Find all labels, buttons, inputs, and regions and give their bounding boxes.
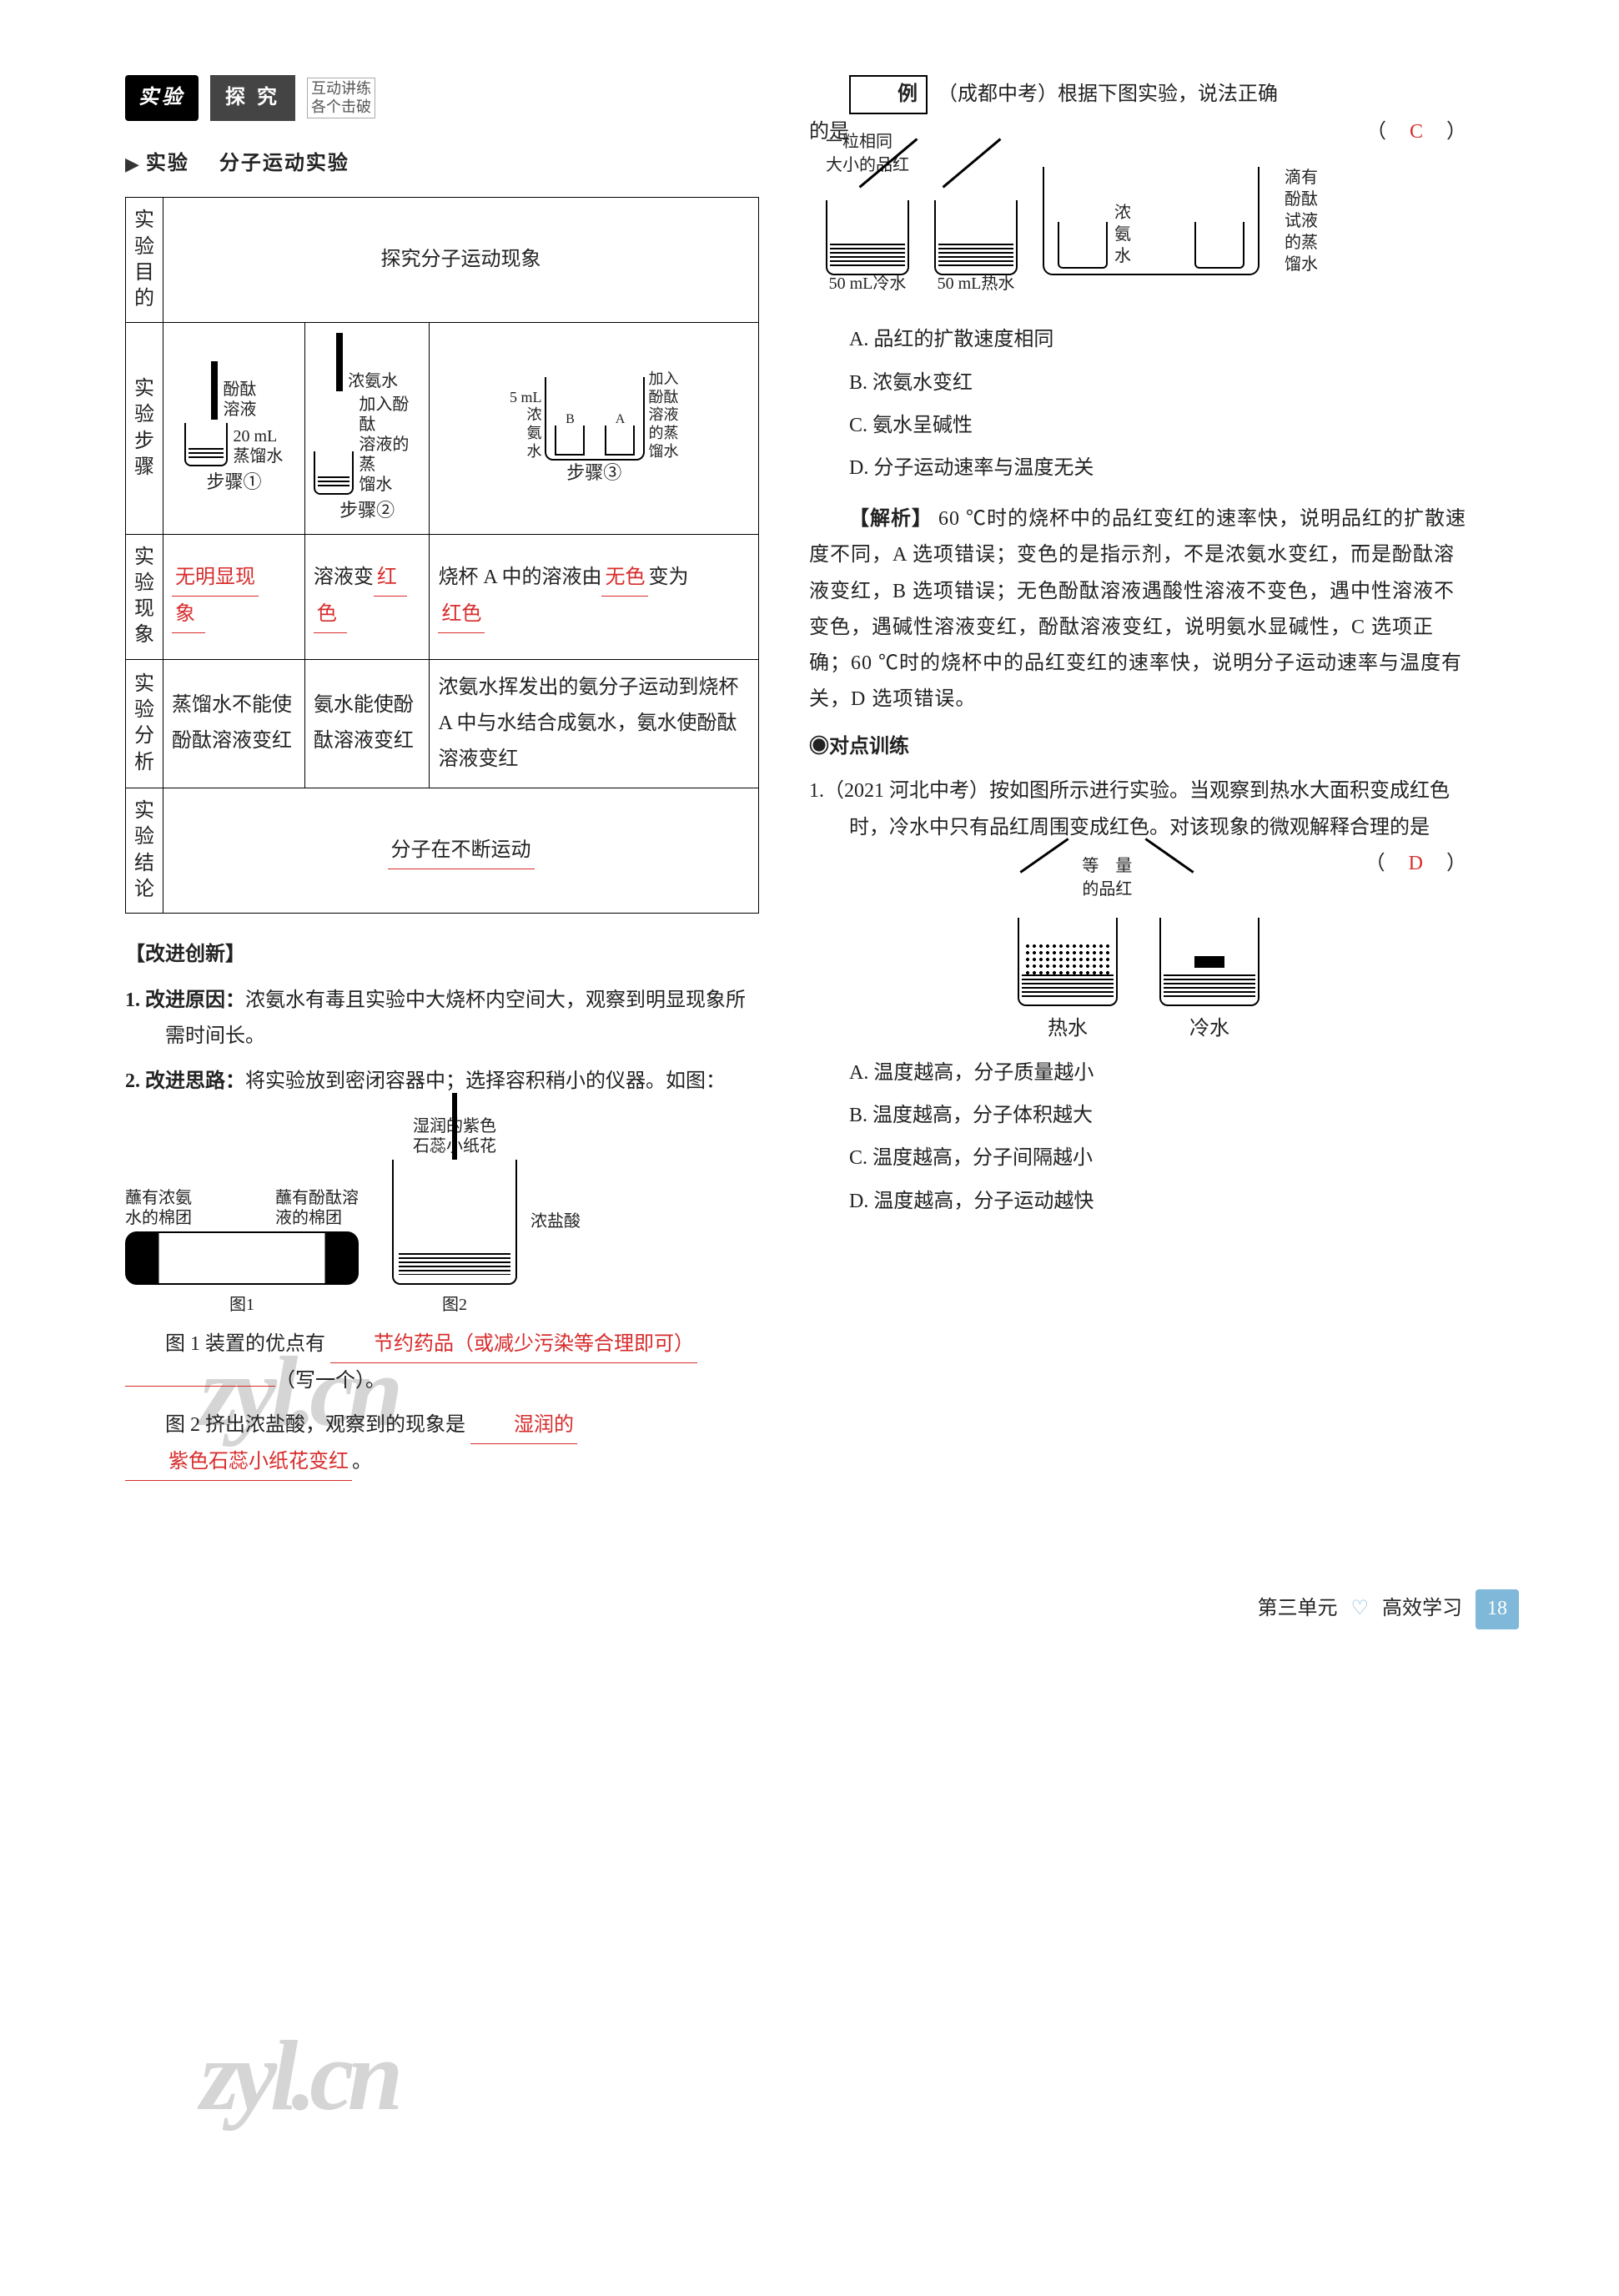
answer-letter: C (1410, 121, 1425, 143)
table-row: 实验目的 探究分子运动现象 (126, 198, 759, 323)
section-header: 实验 探 究 互动讲练 各个击破 (125, 75, 759, 121)
exp-prefix: 实验 (146, 146, 189, 182)
train-diagram: 等 量的品红 热水 冷水 (809, 854, 1468, 1047)
improve-item-1: 1. 改进原因：浓氨水有毒且实验中大烧杯内空间大，观察到明显现象所需时间长。 (125, 983, 759, 1055)
footer-name: 高效学习 (1382, 1591, 1462, 1627)
experiment-table: 实验目的 探究分子运动现象 实验步骤 酚酞溶液 20 mL蒸馏水 (125, 197, 759, 914)
experiment-title-row: ▶ 实验 分子运动实验 (125, 146, 759, 182)
example-label: 例 (849, 75, 928, 114)
diagram-1: 蘸有浓氨水的棉团 蘸有酚酞溶液的棉团 图1 (125, 1188, 359, 1320)
diagram-2: 湿润的紫色石蕊小纸花 浓盐酸 图2 (392, 1116, 517, 1320)
option-C: C. 温度越高，分子间隔越小 (849, 1140, 1468, 1176)
row-head-conclusion: 实验结论 (126, 788, 163, 914)
improve-item-2: 2. 改进思路：将实验放到密闭容器中；选择容积稍小的仪器。如图： (125, 1064, 759, 1100)
row-head-purpose: 实验目的 (126, 198, 163, 323)
row-head-steps: 实验步骤 (126, 323, 163, 535)
cell-phenom1: 无明显现 象 (163, 534, 305, 659)
cell-phenom2: 溶液变红 色 (304, 534, 430, 659)
option-A: A. 品红的扩散速度相同 (849, 322, 1468, 358)
option-B: B. 浓氨水变红 (849, 365, 1468, 401)
cell-phenom3: 烧杯 A 中的溶液由无色变为 红色 (430, 534, 759, 659)
train-head: ◉对点训练 (809, 729, 1468, 765)
option-A: A. 温度越高，分子质量越小 (849, 1055, 1468, 1091)
table-row: 实验步骤 酚酞溶液 20 mL蒸馏水 步骤① (126, 323, 759, 535)
badge-explore: 探 究 (210, 75, 295, 121)
cell-step3: 5 mL 浓 氨 水 B A 加入酚酞溶液的蒸馏水 步骤③ (430, 323, 759, 535)
table-row: 实验分析 蒸馏水不能使酚酞溶液变红 氨水能使酚酞溶液变红 浓氨水挥发出的氨分子运… (126, 659, 759, 788)
table-row: 实验结论 分子在不断运动 (126, 788, 759, 914)
row-head-analysis: 实验分析 (126, 659, 163, 788)
improve-head: 【改进创新】 (125, 937, 759, 973)
cell-anal3: 浓氨水挥发出的氨分子运动到烧杯 A 中与水结合成氨水，氨水使酚酞溶液变红 (430, 659, 759, 788)
train-q1: 1.（2021 河北中考）按如图所示进行实验。当观察到热水大面积变成红色时，冷水… (809, 773, 1468, 1219)
footer-unit: 第三单元 (1257, 1591, 1337, 1627)
header-sub1: 互动讲练 (311, 80, 371, 98)
watermark-text: zyl.cn (200, 1986, 396, 2166)
option-D: D. 温度越高，分子运动越快 (849, 1184, 1468, 1220)
cell-purpose: 探究分子运动现象 (163, 198, 759, 323)
heart-icon: ♡ (1350, 1591, 1369, 1627)
cell-step1: 酚酞溶液 20 mL蒸馏水 步骤① (163, 323, 305, 535)
answer-letter: D (1409, 853, 1425, 874)
explanation: 【解析】 60 ℃时的烧杯中的品红变红的速率快，说明品红的扩散速度不同，A 选项… (809, 501, 1468, 718)
badge-experiment: 实验 (125, 75, 199, 121)
cell-step2: 浓氨水 加入酚酞溶液的蒸馏水 步骤② (304, 323, 430, 535)
option-B: B. 温度越高，分子体积越大 (849, 1098, 1468, 1134)
train-options: A. 温度越高，分子质量越小 B. 温度越高，分子体积越大 C. 温度越高，分子… (849, 1055, 1468, 1220)
row-head-phenom: 实验现象 (126, 534, 163, 659)
cell-conclusion: 分子在不断运动 (163, 788, 759, 914)
page-number: 18 (1476, 1589, 1519, 1629)
cell-anal2: 氨水能使酚酞溶液变红 (304, 659, 430, 788)
diagram-row: 蘸有浓氨水的棉团 蘸有酚酞溶液的棉团 图1 湿润的紫色石蕊小纸花 浓盐酸 图2 (125, 1116, 759, 1320)
fig2-question: 图 2 挤出浓盐酸，观察到的现象是 湿润的 紫色石蕊小纸花变红。 (125, 1407, 759, 1481)
exp-title: 分子运动实验 (219, 146, 349, 182)
triangle-marker: ▶ (125, 148, 139, 181)
cell-anal1: 蒸馏水不能使酚酞溶液变红 (163, 659, 305, 788)
fig1-question: 图 1 装置的优点有 节约药品（或减少污染等合理即可） （写一个）。 (125, 1327, 759, 1399)
header-subtitle: 互动讲练 各个击破 (307, 78, 375, 118)
header-sub2: 各个击破 (311, 98, 371, 117)
page-footer: 第三单元 ♡ 高效学习 18 (125, 1589, 1519, 1629)
example-options: A. 品红的扩散速度相同 B. 浓氨水变红 C. 氨水呈碱性 D. 分子运动速率… (849, 322, 1468, 486)
example-diagram: 一粒相同大小的品红 50 mL冷水 50 mL热水 浓氨水 滴有酚酞试液的蒸馏水 (826, 167, 1468, 305)
option-D: D. 分子运动速率与温度无关 (849, 451, 1468, 486)
table-row: 实验现象 无明显现 象 溶液变红 色 烧杯 A 中的溶液由无色变为 红色 (126, 534, 759, 659)
option-C: C. 氨水呈碱性 (849, 408, 1468, 444)
